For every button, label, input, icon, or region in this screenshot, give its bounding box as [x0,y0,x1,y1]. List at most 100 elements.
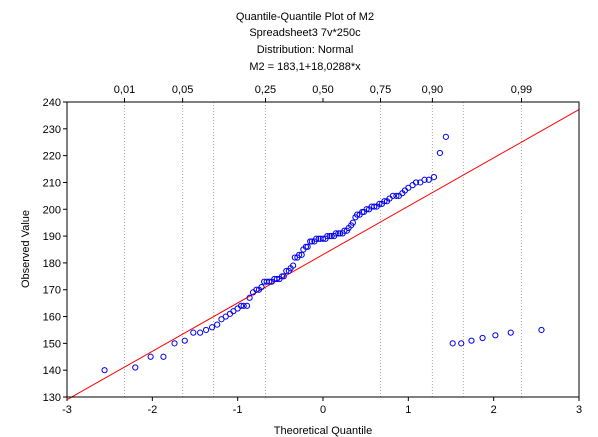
data-point [307,238,314,245]
data-point [171,340,178,347]
y-tick-label: 150 [43,338,61,350]
data-point [363,206,370,213]
data-point [425,176,432,183]
y-tick-label: 220 [43,151,61,163]
data-point [417,179,424,186]
chart-subtitle-1: Spreadsheet3 7v*250c [249,27,361,39]
data-point [302,243,310,250]
x-tick-label: -3 [62,404,72,416]
y-tick-label: 190 [43,231,61,243]
y-tick-label: 130 [43,392,61,404]
data-point [354,211,361,218]
data-point [234,305,241,312]
x-tick-label: 0 [320,404,326,416]
data-point [214,321,221,328]
data-point [393,192,400,199]
data-point [492,332,499,339]
chart-subtitle-2: Distribution: Normal [257,44,354,56]
x-tick-label: 3 [576,404,582,416]
probability-tick-label: 0,75 [370,84,391,96]
data-point [290,262,297,269]
data-point [273,275,281,283]
x-tick-label: -2 [147,404,157,416]
data-point [315,235,322,242]
data-point [226,310,234,317]
y-tick-label: 210 [43,177,61,189]
y-tick-label: 160 [43,312,61,324]
data-point [389,192,397,199]
y-tick-label: 230 [43,124,61,136]
data-point [222,313,229,320]
x-axis-label: Theoretical Quantile [274,425,372,437]
data-point [230,308,237,315]
chart-title: Quantile-Quantile Plot of M2 [236,11,374,23]
data-point [197,329,204,336]
x-tick-labels: -3 -2 -1 0 1 2 3 [62,397,582,416]
data-point [409,182,416,189]
y-tick-label: 240 [43,97,61,109]
data-point [349,219,356,226]
data-point [336,230,344,237]
probability-tick-label: 0,50 [312,84,333,96]
data-point [240,302,247,309]
data-point [449,340,456,347]
data-point [421,176,428,183]
data-point [538,326,545,334]
data-point [436,149,444,157]
data-point [278,273,286,280]
data-point [296,251,303,258]
data-point [208,324,216,331]
data-point [324,232,331,240]
y-tick-label: 180 [43,258,61,270]
y-tick-label: 200 [43,204,61,216]
data-point [237,302,245,309]
data-point [430,173,438,181]
y-tick-label: 170 [43,285,61,297]
data-point [359,208,366,216]
probability-tick-labels: 0,01 0,05 0,25 0,50 0,75 0,90 0,99 [114,84,532,102]
probability-gridlines [124,102,522,397]
probability-tick-label: 0,90 [422,84,443,96]
data-point [202,326,210,334]
data-point [371,203,378,210]
data-point [332,230,339,237]
x-tick-label: 2 [491,404,497,416]
data-point [468,337,475,344]
data-point [280,273,287,280]
plot-frame [66,101,580,398]
data-point [258,283,265,291]
data-point [181,337,188,344]
data-point [218,316,225,323]
y-axis-label: Observed Value [20,210,32,288]
x-tick-label: -1 [233,404,243,416]
data-point [283,267,290,275]
data-point [376,200,383,208]
probability-tick-label: 0,25 [255,84,276,96]
data-point [298,251,305,258]
data-point [313,235,320,242]
data-point [442,133,449,140]
data-point [507,329,514,336]
probability-tick-label: 0,99 [511,84,532,96]
probability-tick-label: 0,01 [114,84,135,96]
data-point [341,227,348,234]
data-point [405,184,412,191]
chart-subtitle-3: M2 = 183,1+18,0288*x [249,61,361,73]
data-point [266,278,273,285]
data-point [304,243,311,250]
data-point [479,334,486,342]
data-point [132,364,139,371]
data-point [243,302,251,309]
fit-line [66,109,580,401]
data-point [291,254,298,261]
data-point [253,286,260,293]
data-point [160,353,167,360]
x-tick-label: 1 [405,404,411,416]
probability-tick-label: 0,05 [172,84,193,96]
data-point [335,230,342,237]
data-point [412,179,420,186]
data-points [101,133,545,374]
data-point [381,198,388,205]
fit-line-group [66,109,580,401]
